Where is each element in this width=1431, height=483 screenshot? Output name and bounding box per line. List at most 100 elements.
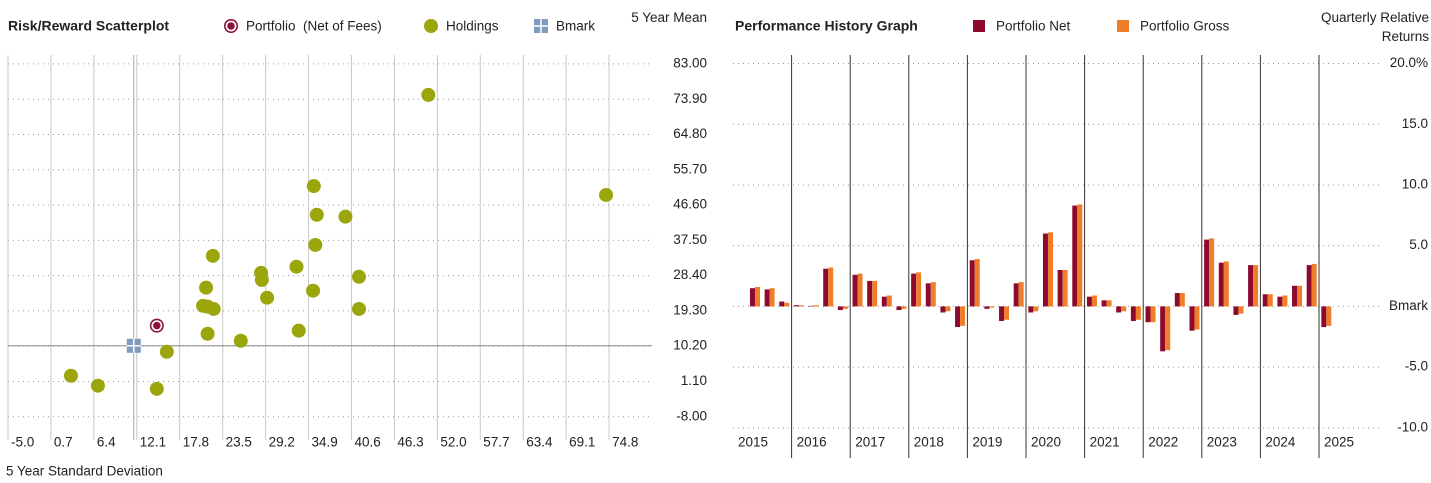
bar — [916, 272, 922, 307]
bar — [872, 280, 878, 307]
bar — [1028, 306, 1034, 313]
bar — [1253, 265, 1259, 307]
bar — [1101, 300, 1107, 307]
y-tick-label: 5.0 — [1409, 237, 1428, 252]
y-tick-label: 28.40 — [673, 267, 707, 282]
y-tick-label: -10.0 — [1397, 419, 1428, 434]
x-tick-label: 34.9 — [312, 435, 338, 450]
point — [254, 272, 269, 287]
x-tick-label: 17.8 — [183, 435, 209, 450]
x-tick-label: 46.3 — [397, 435, 423, 450]
x-tick-label: 2015 — [738, 435, 768, 450]
x-tick-label: 2017 — [855, 435, 885, 450]
bar — [1292, 285, 1298, 307]
y-tick-label: 64.80 — [673, 126, 707, 141]
chart-title: Risk/Reward Scatterplot — [8, 18, 169, 34]
bar — [999, 306, 1005, 321]
bar — [1116, 306, 1122, 313]
bar — [1086, 296, 1092, 307]
x-tick-label: 2022 — [1148, 435, 1178, 450]
x-tick-label: 2016 — [797, 435, 827, 450]
bar — [1072, 205, 1078, 307]
bar — [911, 273, 917, 307]
bar — [823, 268, 829, 307]
y-tick-label: -8.00 — [676, 408, 707, 423]
x-tick-label: 40.6 — [354, 435, 380, 450]
bar — [1267, 294, 1273, 307]
bar — [1297, 285, 1303, 307]
bar — [886, 295, 892, 307]
bar — [808, 305, 814, 307]
bar — [754, 286, 760, 307]
bar — [974, 259, 980, 307]
x-tick-label: 2024 — [1265, 435, 1296, 450]
bar — [1042, 233, 1048, 307]
x-tick-label: 57.7 — [483, 435, 509, 450]
point — [205, 248, 220, 263]
x-tick-label: 63.4 — [526, 435, 553, 450]
bar — [969, 260, 975, 307]
y-tick-label: 73.90 — [673, 91, 707, 106]
x-tick-label: 2018 — [914, 435, 944, 450]
point — [200, 326, 215, 341]
bar — [930, 282, 936, 307]
bar — [901, 306, 907, 309]
bar — [1238, 306, 1244, 314]
bar — [1121, 306, 1127, 312]
point-ring — [151, 320, 163, 332]
point — [63, 368, 78, 383]
bar — [1062, 269, 1068, 307]
bar — [1091, 295, 1097, 307]
y-tick-label: 15.0 — [1402, 116, 1428, 131]
bar — [1262, 294, 1268, 307]
point — [338, 209, 353, 224]
bar — [896, 306, 902, 311]
bar — [1248, 265, 1254, 307]
bar — [852, 274, 858, 307]
point — [351, 269, 366, 284]
point — [233, 333, 248, 348]
bar — [749, 288, 755, 307]
x-tick-label: 52.0 — [440, 435, 466, 450]
bar — [1047, 232, 1053, 307]
bar — [1282, 295, 1288, 307]
bar — [1306, 265, 1312, 307]
bar — [925, 283, 931, 307]
bar — [842, 306, 848, 309]
bar — [1204, 239, 1210, 307]
bar — [1033, 306, 1039, 312]
y-tick-label: 19.30 — [673, 302, 707, 317]
bar — [769, 288, 775, 307]
y-tick-label: -5.0 — [1405, 359, 1428, 374]
x-tick-label: 74.8 — [612, 435, 638, 450]
point — [309, 207, 324, 222]
bar — [1179, 293, 1185, 307]
x-tick-label: 2020 — [1031, 435, 1061, 450]
bar — [1135, 306, 1141, 320]
bar — [945, 306, 951, 312]
x-tick-label: 6.4 — [97, 435, 116, 450]
point — [90, 378, 105, 393]
bar — [1145, 306, 1151, 323]
y-axis-label: Quarterly Relative Returns — [1320, 10, 1429, 44]
bar — [984, 306, 990, 309]
y-tick-label: 10.0 — [1402, 177, 1428, 192]
bar — [1218, 262, 1224, 307]
legend-label: Holdings — [446, 19, 499, 34]
legend-swatch — [1117, 20, 1129, 32]
point — [149, 381, 164, 396]
bar — [1077, 204, 1083, 307]
bar — [813, 305, 819, 307]
point — [308, 237, 323, 252]
x-tick-label: 2021 — [1090, 435, 1120, 450]
x-tick-label: 69.1 — [569, 435, 595, 450]
y-tick-label: 10.20 — [673, 338, 707, 353]
x-tick-label: 23.5 — [226, 435, 252, 450]
bar — [798, 305, 804, 307]
bar — [1277, 296, 1283, 307]
legend-label: Portfolio Net — [996, 19, 1071, 34]
point — [199, 280, 214, 295]
point — [421, 87, 436, 102]
bar — [857, 273, 863, 307]
x-axis-label: 5 Year Standard Deviation — [6, 464, 163, 479]
